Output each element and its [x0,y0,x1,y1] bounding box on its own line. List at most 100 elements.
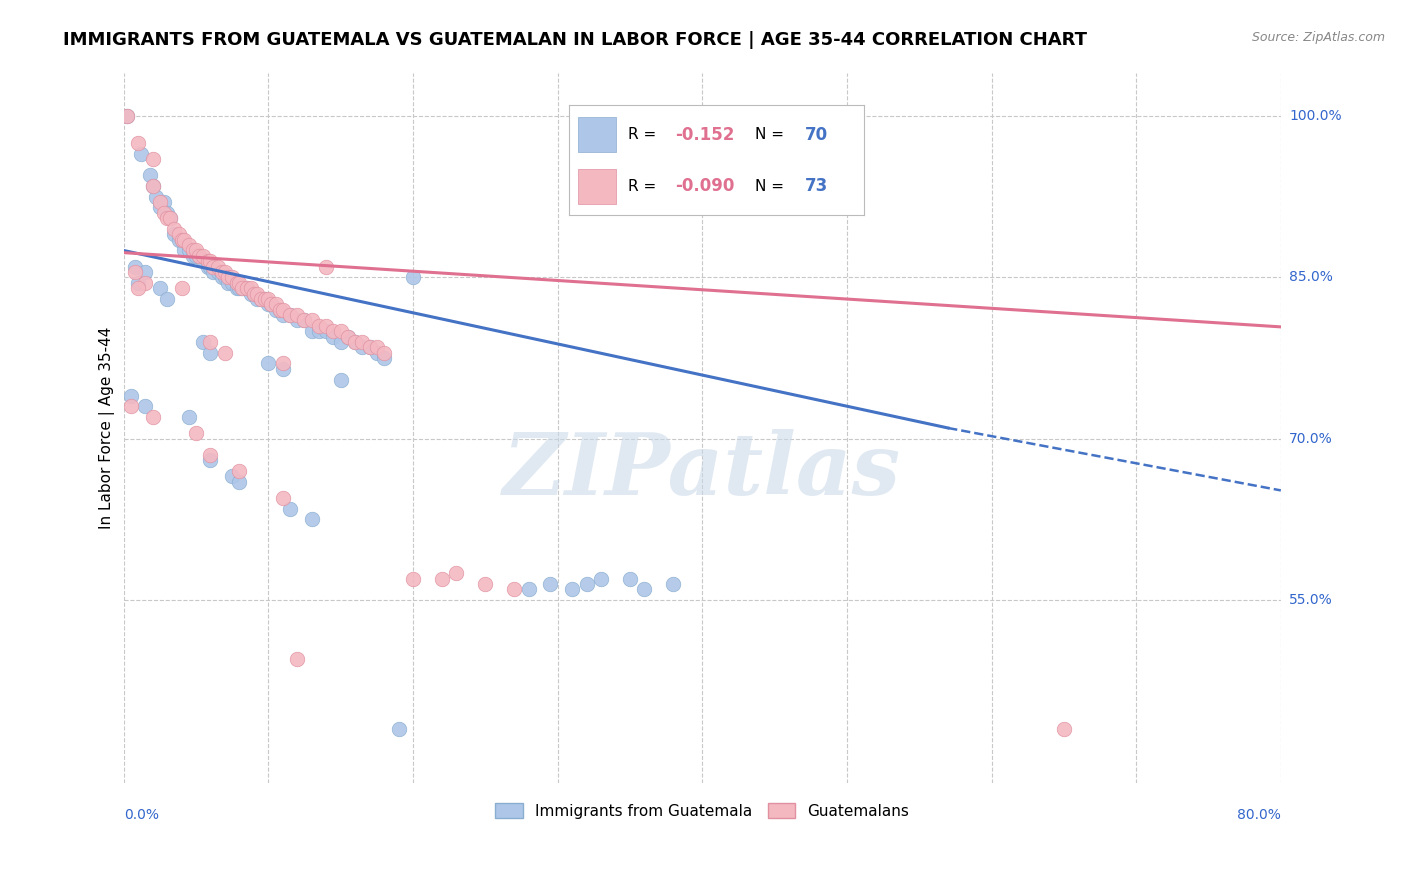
Point [214,270,236,285]
Text: 80.0%: 80.0% [1237,808,1281,822]
Point [257,297,280,311]
Text: 85.0%: 85.0% [1289,270,1333,285]
Point [517,582,540,597]
Point [269,302,291,317]
Point [193,249,215,263]
Point [250,292,273,306]
Point [322,324,344,338]
Point [271,491,294,505]
Point [329,334,352,349]
Point [315,260,337,274]
Point [149,281,172,295]
Point [163,222,186,236]
Point [315,324,337,338]
Point [193,334,215,349]
Point [359,340,381,354]
Point [217,270,239,285]
Point [359,340,381,354]
Point [184,249,207,263]
Point [366,345,388,359]
Text: 55.0%: 55.0% [1289,593,1333,607]
Point [538,577,561,591]
Point [575,577,598,591]
Point [142,178,165,193]
Point [344,334,367,349]
Point [228,281,250,295]
Point [181,249,204,263]
Point [352,340,374,354]
Point [181,244,204,258]
Point [561,582,583,597]
Point [134,400,156,414]
Point [246,292,269,306]
Point [243,286,266,301]
Point [120,389,142,403]
Point [294,313,316,327]
Point [308,318,330,333]
Point [329,324,352,338]
Point [474,577,496,591]
Point [387,723,409,737]
Point [124,265,146,279]
Point [202,265,225,279]
Point [153,195,176,210]
Point [264,302,287,317]
Point [156,211,179,226]
Point [145,190,167,204]
Point [120,400,142,414]
Point [200,260,222,274]
Point [200,254,222,268]
Point [129,146,152,161]
Point [153,206,176,220]
Point [134,276,156,290]
Point [446,566,468,581]
Point [254,292,277,306]
Point [177,410,200,425]
Point [197,260,219,274]
Point [159,211,181,226]
Point [124,260,146,274]
Point [221,270,243,285]
Point [278,501,301,516]
Point [231,281,253,295]
Point [187,249,209,263]
Text: 100.0%: 100.0% [1289,109,1341,123]
Point [278,308,301,322]
Point [336,329,359,343]
Point [430,572,453,586]
Point [269,302,291,317]
Point [271,361,294,376]
Point [619,572,641,586]
Point [134,265,156,279]
Point [221,276,243,290]
Point [278,308,301,322]
Point [211,270,233,285]
Point [285,652,308,666]
Point [235,281,257,295]
Point [142,410,165,425]
Point [329,373,352,387]
Point [149,195,172,210]
Point [200,345,222,359]
Point [200,453,222,467]
Point [246,286,269,301]
Point [589,572,612,586]
Point [142,178,165,193]
Point [156,206,179,220]
Point [217,276,239,290]
Point [142,152,165,166]
Point [138,168,160,182]
Point [250,292,273,306]
Point [197,254,219,268]
Point [373,351,395,365]
Point [200,334,222,349]
Point [402,572,425,586]
Point [308,324,330,338]
Point [184,426,207,441]
Point [167,233,190,247]
Text: 0.0%: 0.0% [124,808,159,822]
Point [184,244,207,258]
Point [271,356,294,370]
Point [322,329,344,343]
Point [115,109,138,123]
